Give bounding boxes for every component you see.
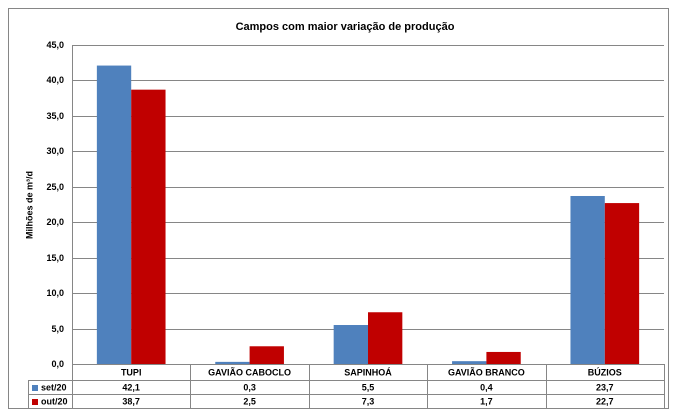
bar <box>570 195 605 364</box>
data-table-value: 7,3 <box>362 396 375 406</box>
data-table-value: 0,4 <box>480 382 493 392</box>
y-tick-label: 45,0 <box>46 40 64 50</box>
y-tick-label: 10,0 <box>46 288 64 298</box>
bar <box>215 361 250 364</box>
data-table-value: 1,7 <box>480 396 493 406</box>
data-table-value: 5,5 <box>362 382 375 392</box>
bar <box>333 325 368 364</box>
legend-swatch <box>32 385 38 391</box>
data-table-value: 22,7 <box>596 396 614 406</box>
y-tick-label: 40,0 <box>46 75 64 85</box>
legend-label: out/20 <box>41 396 68 406</box>
data-table-value: 38,7 <box>122 396 140 406</box>
x-tick-label: GAVIÃO BRANCO <box>448 367 525 377</box>
y-tick-label: 35,0 <box>46 111 64 121</box>
x-tick-label: GAVIÃO CABOCLO <box>208 367 291 377</box>
chart-title: Campos com maior variação de produção <box>236 21 455 33</box>
y-tick-label: 5,0 <box>51 324 64 334</box>
data-table-value: 0,3 <box>243 382 256 392</box>
x-tick-label: TUPI <box>121 367 142 377</box>
data-table-value: 42,1 <box>122 382 140 392</box>
y-tick-label: 25,0 <box>46 182 64 192</box>
data-table-value: 2,5 <box>243 396 256 406</box>
y-tick-label: 15,0 <box>46 253 64 263</box>
y-axis-title: Milhões de m³/d <box>24 171 34 239</box>
x-tick-label: BÚZIOS <box>588 366 622 377</box>
bar <box>131 89 166 364</box>
legend-swatch <box>32 399 38 405</box>
bar <box>604 203 640 364</box>
bar <box>96 65 132 365</box>
legend-label: set/20 <box>41 382 67 392</box>
y-tick-label: 0,0 <box>51 359 64 369</box>
data-table-value: 23,7 <box>596 382 614 392</box>
x-tick-label: SAPINHOÁ <box>344 367 392 377</box>
y-tick-label: 30,0 <box>46 146 64 156</box>
bar <box>486 351 521 364</box>
bar <box>452 361 487 364</box>
bar <box>368 312 403 364</box>
y-tick-label: 20,0 <box>46 217 64 227</box>
bar <box>249 346 284 364</box>
